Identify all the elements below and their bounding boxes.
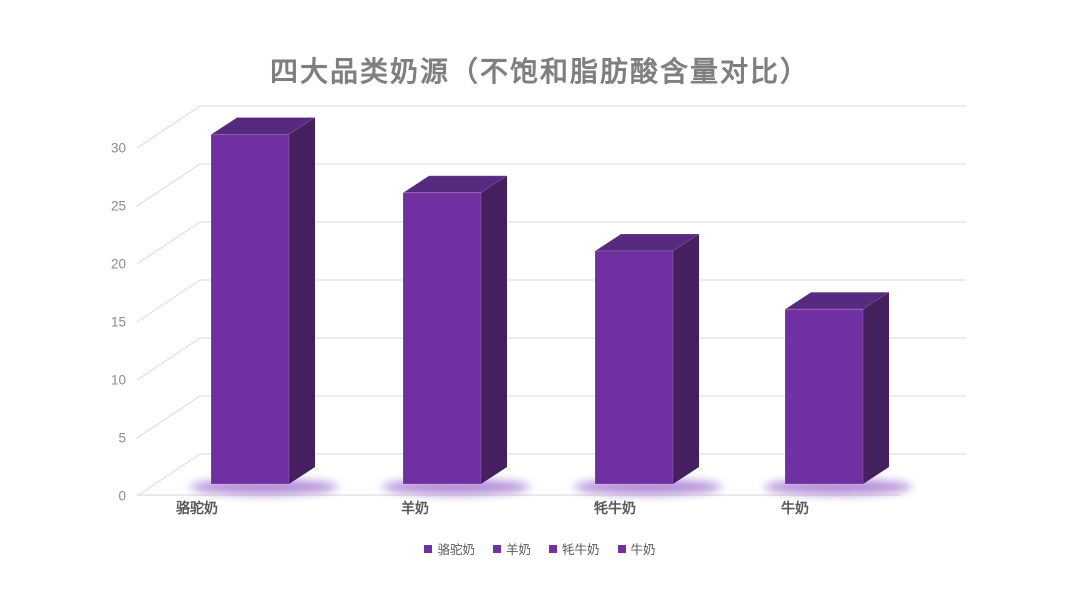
gridline-diagonal (136, 221, 201, 265)
bar-牦牛奶 (593, 233, 701, 485)
bar-front-face (784, 308, 864, 485)
y-axis-tick-label: 30 (111, 141, 126, 156)
bar-side-face (481, 175, 507, 484)
y-axis-tick-label: 10 (111, 373, 126, 388)
gridlines (136, 105, 966, 497)
y-axis-tick-label: 0 (118, 489, 126, 504)
bar-front-face (210, 134, 290, 485)
bar-羊奶 (401, 175, 509, 485)
bar-side-face (863, 292, 889, 484)
legend-label: 羊奶 (505, 543, 531, 557)
gridline-diagonal (136, 395, 201, 439)
legend-label: 牛奶 (630, 543, 656, 557)
legend-swatch-icon (549, 544, 557, 553)
y-axis-tick-labels: 0 5 10 15 20 25 30 (111, 141, 126, 504)
y-axis-tick-label: 20 (111, 257, 126, 272)
gridline-diagonal (136, 279, 201, 323)
y-axis-tick-label: 5 (118, 431, 126, 446)
legend-swatch-icon (492, 544, 501, 553)
gridline-diagonal (136, 105, 201, 149)
gridline-diagonal (136, 453, 201, 497)
bar-front-face (402, 192, 482, 485)
bar-骆驼奶 (209, 117, 317, 485)
legend-item-牛奶: 牛奶 (617, 539, 656, 558)
bar-牛奶 (783, 291, 891, 485)
legend-swatch-icon (617, 544, 626, 553)
bar-side-face (673, 234, 699, 484)
gridline-diagonal (136, 163, 201, 207)
legend-label: 牦牛奶 (562, 543, 600, 557)
legend-item-骆驼奶: 骆驼奶 (424, 539, 475, 558)
chart-title: 四大品类奶源（不饱和脂肪酸含量对比） (269, 56, 810, 87)
legend: 骆驼奶 羊奶 牦牛奶 牛奶 (0, 539, 1080, 558)
bar-front-face (594, 250, 674, 485)
gridline-diagonal (136, 337, 201, 381)
bars (209, 117, 891, 485)
legend-item-牦牛奶: 牦牛奶 (549, 539, 600, 558)
bar-side-face (289, 117, 315, 484)
y-axis-tick-label: 25 (111, 199, 126, 214)
legend-label: 骆驼奶 (437, 543, 475, 557)
legend-swatch-icon (424, 544, 433, 553)
y-axis-tick-label: 15 (111, 315, 126, 330)
legend-item-羊奶: 羊奶 (492, 539, 531, 558)
